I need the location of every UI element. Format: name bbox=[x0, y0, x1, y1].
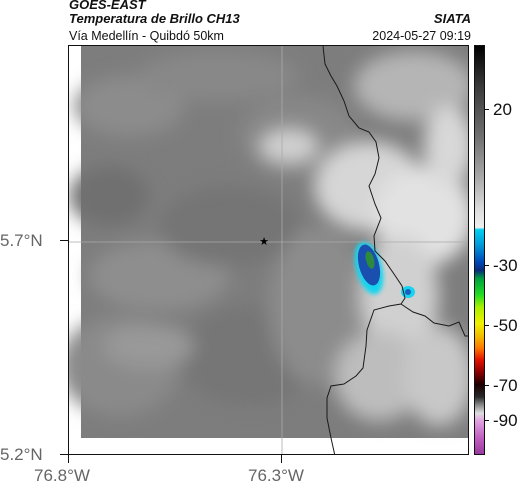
colorbar bbox=[474, 45, 485, 455]
colorbar-label-20: 20 bbox=[493, 100, 512, 119]
colorbar-label-m50: -50 bbox=[493, 316, 518, 335]
cbar-tick-m90 bbox=[485, 420, 489, 421]
convective-cell bbox=[354, 241, 415, 298]
coastline-path bbox=[322, 46, 406, 454]
cbar-tick-m70 bbox=[485, 385, 489, 386]
lat-tick-5.7 bbox=[60, 240, 68, 241]
title-satellite: GOES-EAST bbox=[69, 0, 146, 12]
lat-label-5.2: 5.2°N bbox=[0, 445, 43, 464]
colorbar-label-m70: -70 bbox=[493, 376, 518, 395]
colorbar-label-m90: -90 bbox=[493, 411, 518, 430]
map-canvas: ★ bbox=[69, 46, 468, 454]
org-label: SIATA bbox=[433, 11, 471, 26]
satellite-map[interactable]: ★ bbox=[68, 45, 469, 455]
colorbar-label-m30: -30 bbox=[493, 256, 518, 275]
datetime-label: 2024-05-27 09:19 bbox=[372, 29, 471, 43]
lat-label-5.7: 5.7°N bbox=[0, 231, 43, 250]
cloud-texture bbox=[69, 51, 369, 416]
cbar-tick-m30 bbox=[485, 265, 489, 266]
title-product: Temperatura de Brillo CH13 bbox=[69, 11, 240, 26]
cbar-tick-m50 bbox=[485, 325, 489, 326]
station-star-icon: ★ bbox=[259, 236, 269, 248]
subtitle-region: Vía Medellín - Quibdó 50km bbox=[69, 29, 224, 43]
lon-label-76.3: 76.3°W bbox=[248, 466, 304, 485]
map-margin-bottom bbox=[69, 438, 468, 454]
lon-tick-76.8 bbox=[68, 455, 69, 463]
lon-label-76.8: 76.8°W bbox=[34, 466, 90, 485]
lat-tick-5.2 bbox=[60, 454, 68, 455]
border-path bbox=[400, 303, 468, 337]
lon-tick-76.3 bbox=[281, 455, 282, 463]
cbar-tick-20 bbox=[485, 109, 489, 110]
